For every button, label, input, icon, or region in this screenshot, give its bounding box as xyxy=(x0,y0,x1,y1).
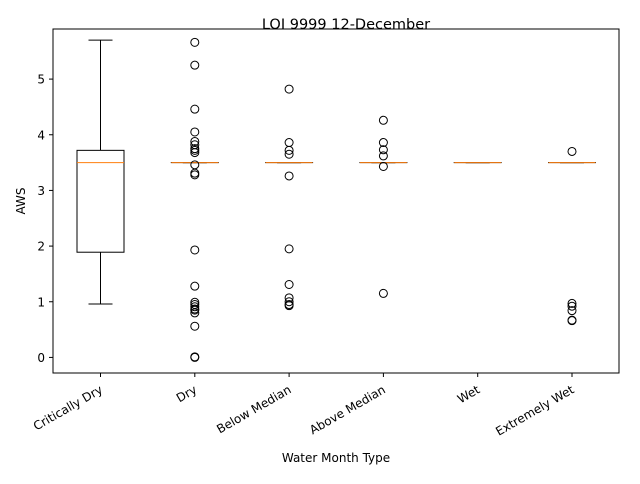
y-tick-label: 2 xyxy=(37,240,45,254)
y-tick-label: 1 xyxy=(37,295,45,309)
y-axis-label: AWS xyxy=(14,187,28,214)
y-tick-label: 5 xyxy=(37,73,45,87)
x-axis-label: Water Month Type xyxy=(282,451,390,465)
y-tick-label: 0 xyxy=(37,351,45,365)
chart-title: LOI 9999 12-December xyxy=(262,17,430,33)
y-tick-label: 4 xyxy=(37,128,45,142)
y-tick-label: 3 xyxy=(37,184,45,198)
